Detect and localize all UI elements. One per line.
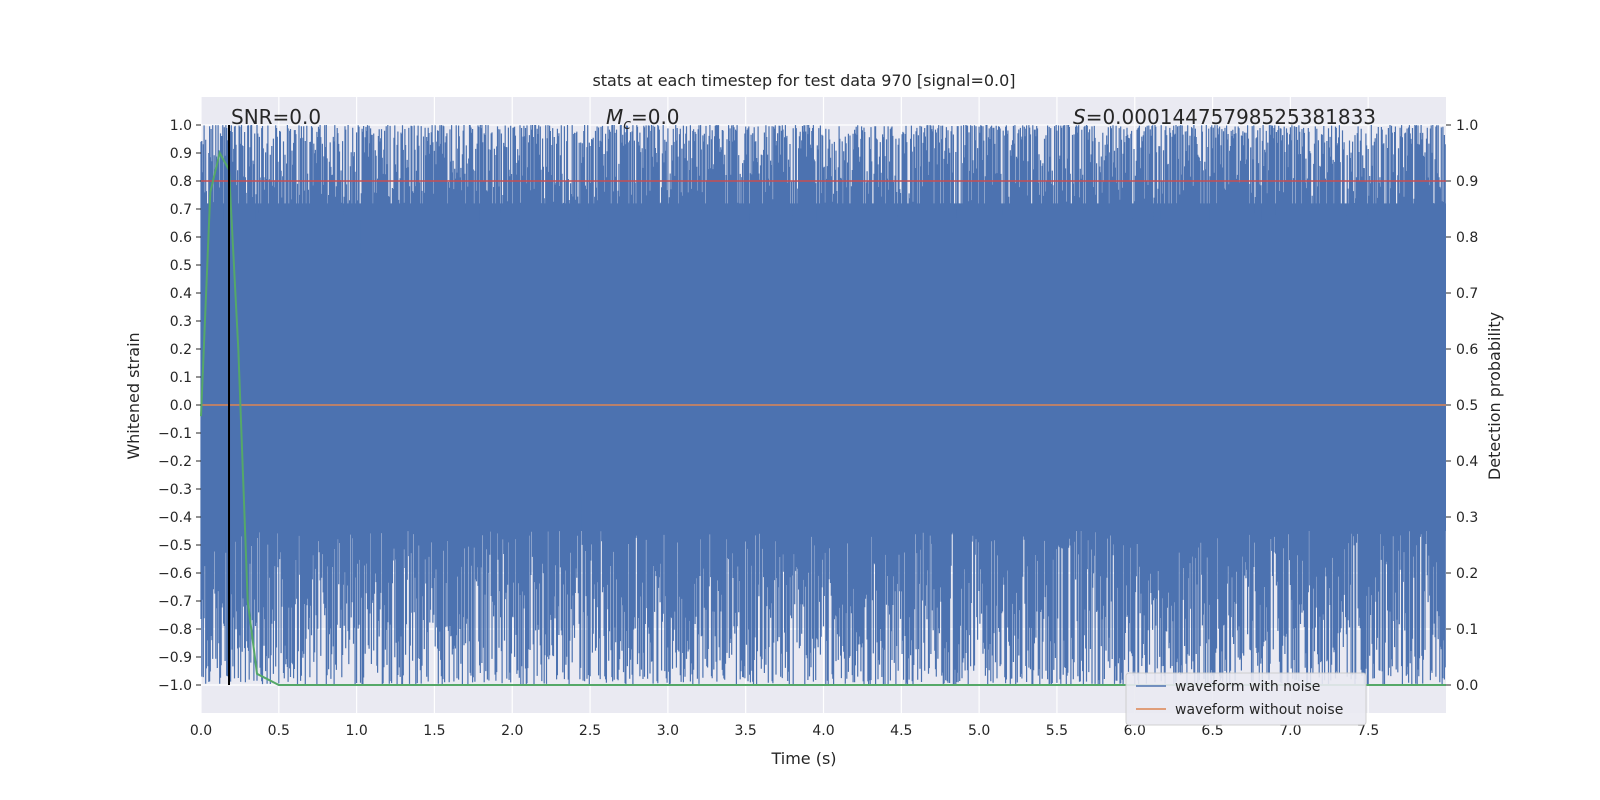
s-annotation: S=0.00014475798525381833 xyxy=(1073,105,1376,129)
mc-symbol: M xyxy=(606,105,623,129)
y-left-tick-label: −0.2 xyxy=(158,454,192,470)
legend-label-noise: waveform with noise xyxy=(1175,679,1320,695)
x-tick-label: 3.5 xyxy=(735,723,757,739)
y-right-tick-label: 0.7 xyxy=(1456,286,1478,302)
x-axis-label: Time (s) xyxy=(770,749,836,768)
x-tick-label: 6.5 xyxy=(1201,723,1223,739)
y-left-tick-label: −0.8 xyxy=(158,622,192,638)
y-left-tick-label: 1.0 xyxy=(170,118,192,134)
x-tick-label: 0.0 xyxy=(190,723,212,739)
y-right-tick-label: 0.2 xyxy=(1456,566,1478,582)
y-right-tick-label: 0.4 xyxy=(1456,454,1478,470)
y-left-tick-label: −0.5 xyxy=(158,538,192,554)
y-left-tick-label: 0.3 xyxy=(170,314,192,330)
x-tick-label: 4.5 xyxy=(890,723,912,739)
y-left-tick-label: −1.0 xyxy=(158,678,192,694)
y-left-tick-label: 0.9 xyxy=(170,146,192,162)
s-symbol: S xyxy=(1073,105,1086,129)
y-left-tick-label: 0.5 xyxy=(170,258,192,274)
x-tick-label: 7.5 xyxy=(1357,723,1379,739)
y-left-tick-label: −0.3 xyxy=(158,482,192,498)
y-right-tick-label: 0.0 xyxy=(1456,678,1478,694)
s-value: =0.00014475798525381833 xyxy=(1086,105,1376,129)
y-left-tick-label: 0.4 xyxy=(170,286,192,302)
x-tick-label: 7.0 xyxy=(1279,723,1301,739)
x-tick-label: 6.0 xyxy=(1124,723,1146,739)
y-left-tick-label: 0.8 xyxy=(170,174,192,190)
y-left-tick-label: 0.2 xyxy=(170,342,192,358)
legend: waveform with noise waveform without noi… xyxy=(1125,672,1367,726)
y-axis-left-label: Whitened strain xyxy=(124,332,143,459)
mc-annotation: Mc=0.0 xyxy=(606,105,680,133)
x-tick-label: 2.5 xyxy=(579,723,601,739)
y-left-tick-label: 0.7 xyxy=(170,202,192,218)
y-right-tick-label: 0.8 xyxy=(1456,230,1478,246)
y-axis-right-ticks: 1.0 0.9 0.8 0.7 0.6 0.5 0.4 0.3 0.2 0.1 0.0 xyxy=(1446,118,1478,694)
y-left-tick-label: −0.7 xyxy=(158,594,192,610)
y-axis-right-label: Detection probability xyxy=(1485,312,1504,480)
x-tick-label: 5.5 xyxy=(1046,723,1068,739)
y-right-tick-label: 0.5 xyxy=(1456,398,1478,414)
mc-value: =0.0 xyxy=(631,105,680,129)
x-tick-label: 5.0 xyxy=(968,723,990,739)
y-axis-left-ticks: 1.0 0.9 0.8 0.7 0.6 0.5 0.4 0.3 0.2 0.1 0.0 −0.1 −0.… xyxy=(158,118,201,694)
x-tick-label: 0.5 xyxy=(268,723,290,739)
x-tick-label: 1.0 xyxy=(345,723,367,739)
y-left-tick-label: 0.6 xyxy=(170,230,192,246)
y-left-tick-label: −0.1 xyxy=(158,426,192,442)
y-right-tick-label: 1.0 xyxy=(1456,118,1478,134)
chart-title: stats at each timestep for test data 970… xyxy=(592,71,1015,90)
y-right-tick-label: 0.9 xyxy=(1456,174,1478,190)
y-right-tick-label: 0.1 xyxy=(1456,622,1478,638)
noise-waveform-spikes xyxy=(200,125,1446,685)
y-left-tick-label: −0.6 xyxy=(158,566,192,582)
y-left-tick-label: −0.4 xyxy=(158,510,192,526)
y-left-tick-label: 0.0 xyxy=(170,398,192,414)
legend-label-clean: waveform without noise xyxy=(1175,702,1343,718)
legend-box xyxy=(1125,672,1367,726)
x-tick-label: 3.0 xyxy=(657,723,679,739)
x-tick-label: 2.0 xyxy=(501,723,523,739)
y-right-tick-label: 0.3 xyxy=(1456,510,1478,526)
y-right-tick-label: 0.6 xyxy=(1456,342,1478,358)
noise-waveform-series xyxy=(200,125,1446,685)
detection-probability-line xyxy=(200,150,1446,686)
y-left-tick-label: −0.9 xyxy=(158,650,192,666)
y-left-tick-label: 0.1 xyxy=(170,370,192,386)
mc-subscript: c xyxy=(623,117,631,133)
x-axis-ticks: 0.0 0.5 1.0 1.5 2.0 2.5 3.0 3.5 4.0 4.5 5.0 5.5 6.0 6… xyxy=(190,723,1379,739)
x-tick-label: 1.5 xyxy=(423,723,445,739)
snr-annotation: SNR=0.0 xyxy=(231,105,321,129)
x-tick-label: 4.0 xyxy=(812,723,834,739)
